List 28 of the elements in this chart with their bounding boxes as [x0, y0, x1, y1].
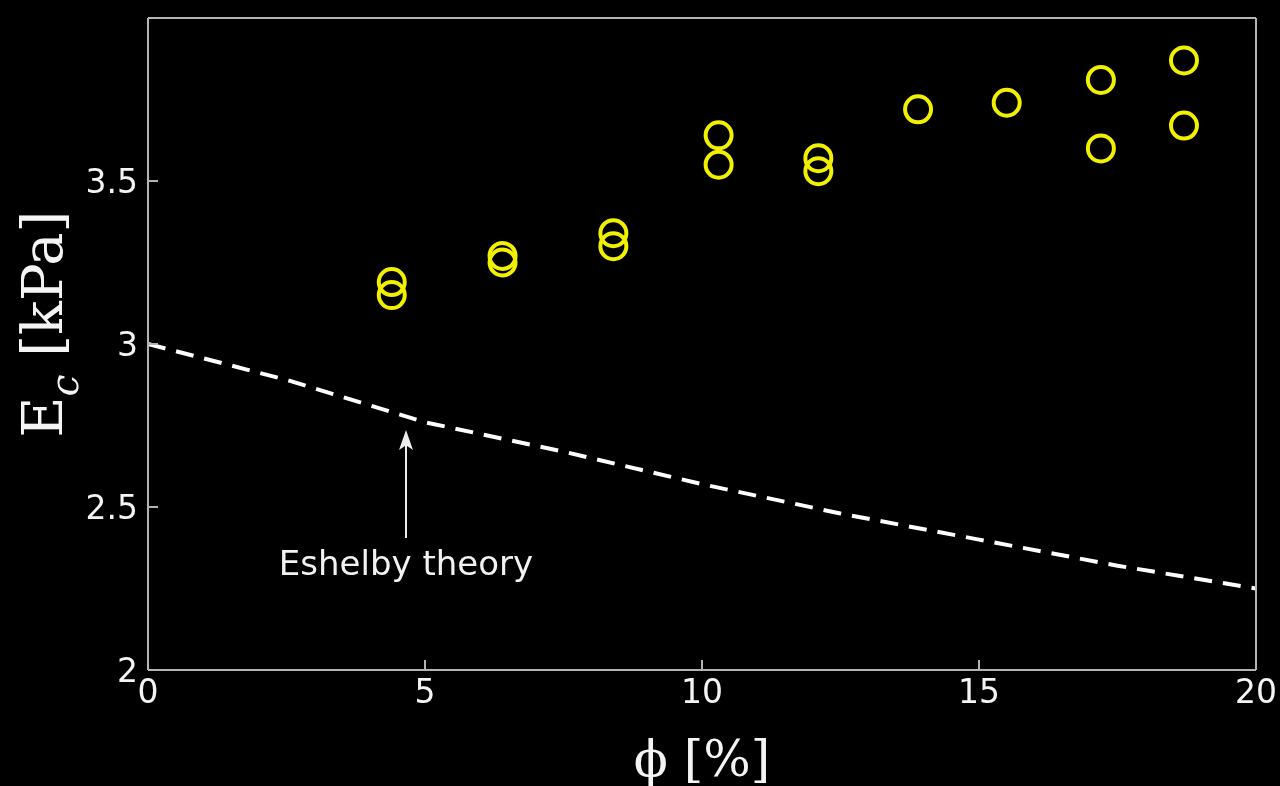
- point: [703, 120, 734, 151]
- x-tick-label: 15: [958, 672, 1000, 712]
- point: [598, 218, 629, 249]
- x-axis-title: ϕ [%]: [633, 730, 771, 786]
- point: [1085, 64, 1116, 95]
- x-tick-label: 20: [1235, 672, 1277, 712]
- y-tick-label: 3.5: [85, 161, 138, 201]
- x-tick-label: 5: [414, 672, 436, 712]
- point: [1085, 133, 1116, 164]
- x-tick-label: 10: [681, 672, 723, 712]
- point: [487, 240, 518, 271]
- point: [803, 156, 834, 187]
- y-tick-label: 2: [117, 650, 138, 690]
- x-tick-label: 0: [137, 672, 159, 712]
- point: [376, 280, 407, 311]
- point: [991, 87, 1022, 118]
- point: [803, 143, 834, 174]
- point: [487, 247, 518, 278]
- point: [1168, 110, 1199, 141]
- annotation: Eshelby theory: [277, 543, 535, 583]
- point: [903, 94, 934, 125]
- point: [598, 231, 629, 262]
- point: [376, 267, 407, 298]
- point: [1168, 45, 1199, 76]
- line-series: [148, 342, 1256, 591]
- y-tick-label: 3: [117, 324, 138, 364]
- point: [703, 149, 734, 180]
- y-tick-label: 2.5: [85, 487, 138, 527]
